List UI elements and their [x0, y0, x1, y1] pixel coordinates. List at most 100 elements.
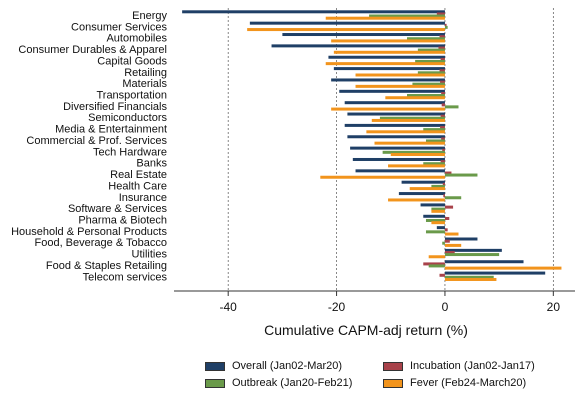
category-label: Insurance: [119, 192, 167, 204]
bar: [425, 139, 445, 143]
bar: [325, 16, 445, 20]
bar: [436, 226, 445, 230]
category-label: Household & Personal Products: [11, 226, 167, 238]
bar: [271, 44, 445, 48]
category-label: Real Estate: [110, 169, 167, 181]
bar: [444, 23, 447, 27]
bar: [444, 260, 524, 264]
category-label: Pharma & Biotech: [78, 214, 167, 226]
bar: [444, 277, 497, 281]
bar: [401, 180, 445, 184]
bar: [355, 84, 445, 88]
bar: [439, 35, 445, 39]
bar: [417, 48, 445, 52]
bars-layer: [182, 10, 562, 281]
bar: [423, 162, 445, 166]
bar: [444, 228, 448, 232]
bar: [439, 69, 445, 73]
bar: [431, 221, 445, 225]
category-label: Media & Entertainment: [55, 124, 167, 136]
bar: [344, 123, 445, 127]
bar: [444, 25, 448, 29]
bar: [441, 92, 445, 96]
bar: [407, 37, 445, 41]
x-tick-label: -20: [328, 300, 346, 314]
bar: [371, 118, 445, 122]
bar: [247, 28, 445, 32]
category-label: Consumer Services: [71, 21, 167, 33]
bar: [385, 96, 445, 100]
bar: [320, 175, 445, 179]
bar: [423, 128, 445, 132]
category-label: Banks: [136, 158, 167, 170]
bar: [440, 114, 445, 118]
category-label: Food, Beverage & Tobacco: [35, 237, 168, 249]
bar: [444, 251, 455, 255]
bar: [339, 89, 445, 93]
bar: [444, 216, 450, 220]
bar: [182, 10, 445, 14]
bar: [331, 39, 445, 43]
bar: [444, 237, 478, 241]
bar: [417, 71, 445, 75]
bar: [325, 62, 445, 66]
bar: [366, 130, 445, 134]
bar: [382, 150, 445, 154]
x-tick-label: 20: [547, 300, 561, 314]
bar: [282, 33, 445, 37]
bar: [440, 160, 445, 164]
bar: [415, 59, 445, 63]
bar: [352, 157, 445, 161]
bar: [444, 271, 546, 275]
bar: [443, 194, 445, 198]
bar: [425, 230, 445, 234]
bar: [431, 209, 445, 213]
category-label: Energy: [132, 10, 167, 22]
bar: [439, 273, 445, 277]
bar: [431, 207, 445, 211]
category-label: Software & Services: [68, 203, 168, 215]
bar: [355, 73, 445, 77]
category-label: Food & Staples Retailing: [46, 260, 167, 272]
category-label: Telecom services: [83, 271, 168, 283]
bar: [441, 137, 445, 141]
bar: [442, 148, 445, 152]
category-label: Retailing: [124, 67, 167, 79]
bar: [438, 46, 445, 50]
category-label: Semiconductors: [88, 112, 167, 124]
category-label: Capital Goods: [97, 55, 167, 67]
x-axis-label: Cumulative CAPM-adj return (%): [264, 322, 468, 338]
bar: [441, 103, 445, 107]
x-axis: -40 -20 0 20: [174, 290, 575, 314]
bar: [423, 214, 445, 218]
bar: [442, 241, 445, 245]
bar: [444, 205, 454, 209]
category-label: Health Care: [108, 180, 167, 192]
bar: [444, 248, 502, 252]
bar: [333, 67, 445, 71]
bar: [350, 146, 445, 150]
bar: [347, 112, 445, 116]
bar: [331, 78, 445, 82]
bar: [440, 80, 445, 84]
category-label: Transportation: [96, 90, 167, 102]
bar: [428, 264, 445, 268]
bar: [409, 187, 445, 191]
bar: [423, 262, 445, 266]
category-label: Utilities: [132, 249, 168, 261]
bar: [428, 255, 445, 259]
bar: [440, 126, 445, 130]
bar: [431, 184, 445, 188]
bar: [328, 55, 445, 59]
bar: [444, 275, 494, 279]
bar: [331, 107, 445, 111]
bar: [444, 171, 452, 175]
x-tick-label: 0: [442, 300, 449, 314]
bar: [344, 101, 445, 105]
bar: [444, 196, 462, 200]
bar: [388, 198, 445, 202]
category-label: Consumer Durables & Apparel: [18, 44, 167, 56]
bar: [444, 239, 450, 243]
bar: [369, 14, 445, 18]
